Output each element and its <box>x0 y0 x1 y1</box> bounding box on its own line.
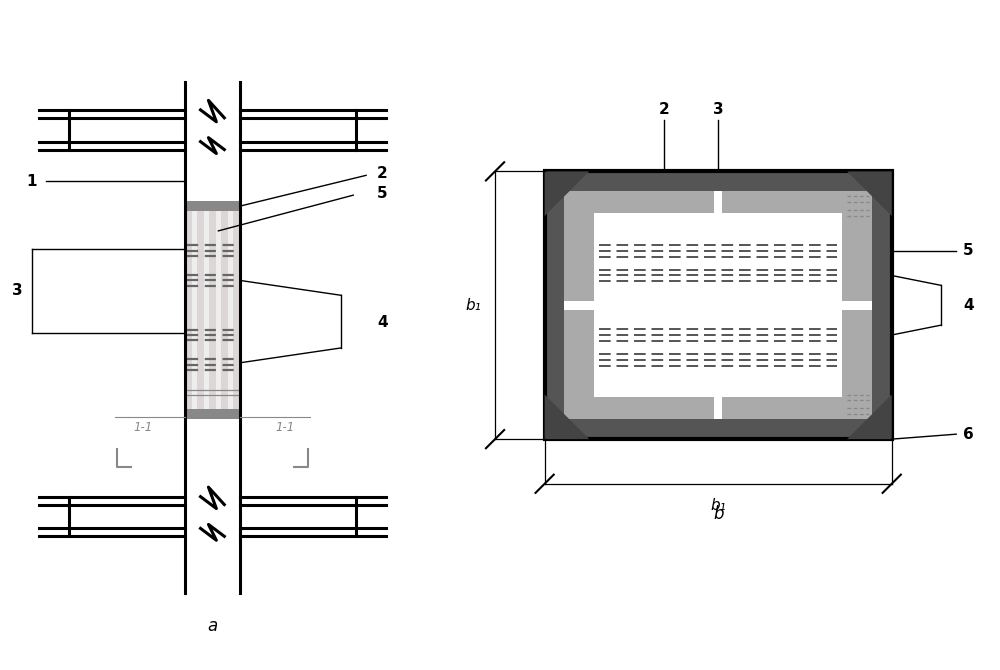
Bar <box>192 206 197 414</box>
Bar <box>564 301 872 310</box>
Bar <box>545 172 892 439</box>
Text: b₁: b₁ <box>465 297 481 313</box>
Text: 4: 4 <box>963 297 974 313</box>
Bar <box>228 206 233 414</box>
Text: 2: 2 <box>377 166 388 181</box>
Bar <box>594 213 842 397</box>
Text: 5: 5 <box>377 186 388 201</box>
Text: b: b <box>713 505 723 523</box>
Text: 1-1: 1-1 <box>133 421 153 433</box>
Text: 5: 5 <box>963 243 974 258</box>
Text: 1-1: 1-1 <box>275 421 294 433</box>
Text: a: a <box>207 616 218 634</box>
Bar <box>185 201 240 211</box>
Bar <box>714 191 722 419</box>
Text: 3: 3 <box>12 283 22 298</box>
Polygon shape <box>545 172 589 216</box>
Bar <box>185 206 240 414</box>
Bar <box>216 206 221 414</box>
Text: 1: 1 <box>27 174 37 189</box>
Bar <box>185 409 240 419</box>
Bar <box>204 206 209 414</box>
Polygon shape <box>847 172 892 216</box>
Text: 6: 6 <box>963 427 974 442</box>
Polygon shape <box>545 395 589 439</box>
Text: b₁: b₁ <box>710 498 726 513</box>
Polygon shape <box>847 395 892 439</box>
Text: 4: 4 <box>377 315 388 330</box>
Text: 2: 2 <box>658 103 669 117</box>
Bar <box>564 191 872 419</box>
Text: 3: 3 <box>713 103 723 117</box>
